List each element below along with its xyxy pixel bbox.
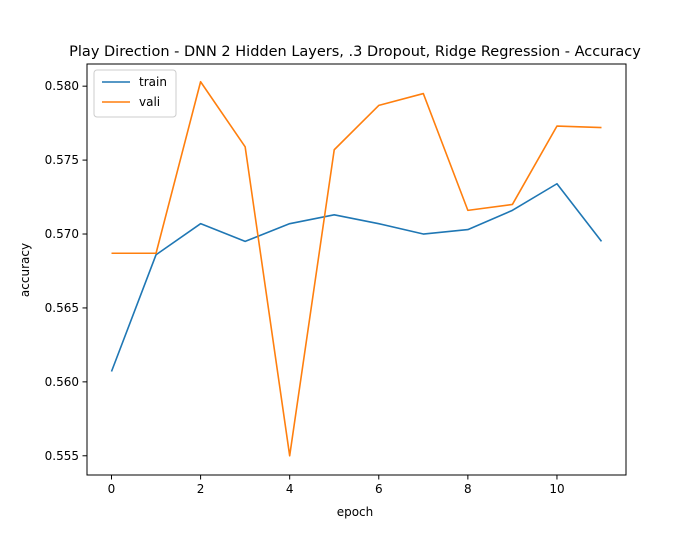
series-layer bbox=[110, 80, 603, 457]
y-tick-label: 0.565 bbox=[45, 301, 79, 315]
y-tick-label: 0.555 bbox=[45, 449, 79, 463]
x-axis: 0 2 4 6 8 10 bbox=[108, 475, 565, 496]
y-tick-label: 0.570 bbox=[45, 227, 79, 241]
x-tick-label: 4 bbox=[286, 482, 294, 496]
chart-title: Play Direction - DNN 2 Hidden Layers, .3… bbox=[69, 44, 641, 60]
y-axis: 0.555 0.560 0.565 0.570 0.575 0.580 bbox=[45, 79, 87, 463]
x-tick-label: 6 bbox=[375, 482, 383, 496]
x-axis-label: epoch bbox=[337, 505, 374, 519]
series-line-vali bbox=[111, 80, 602, 457]
y-tick-label: 0.580 bbox=[45, 79, 79, 93]
legend-label-train: train bbox=[139, 75, 167, 89]
x-tick-label: 2 bbox=[197, 482, 205, 496]
y-tick-label: 0.575 bbox=[45, 153, 79, 167]
x-tick-label: 0 bbox=[108, 482, 116, 496]
plot-frame bbox=[86, 63, 627, 476]
series-line-train bbox=[110, 182, 603, 372]
legend-label-vali: vali bbox=[139, 95, 160, 109]
x-tick-label: 8 bbox=[464, 482, 472, 496]
x-tick-label: 10 bbox=[549, 482, 564, 496]
legend: train vali bbox=[93, 69, 177, 118]
y-axis-label: accuracy bbox=[18, 243, 32, 297]
y-tick-label: 0.560 bbox=[45, 375, 79, 389]
